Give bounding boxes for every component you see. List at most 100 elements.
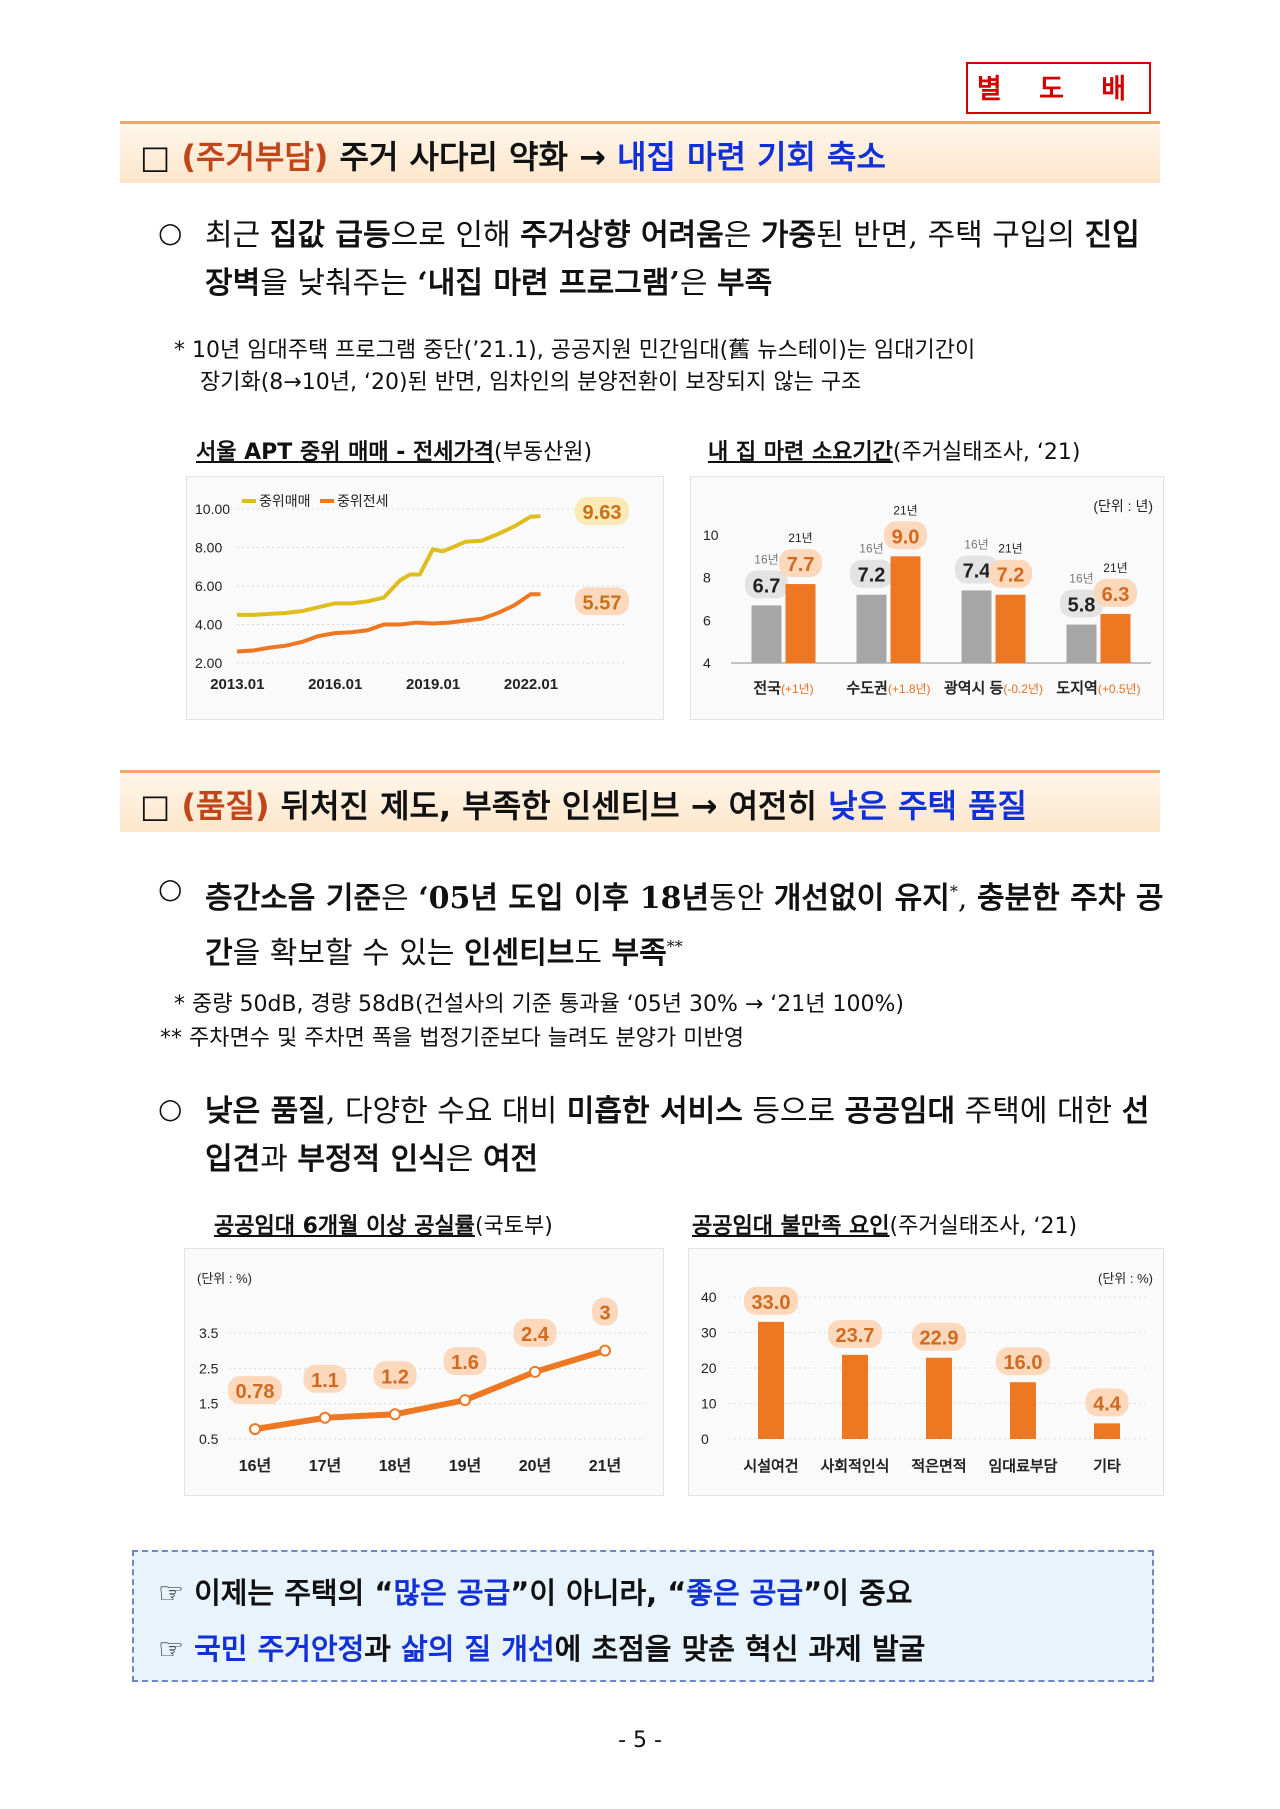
bullet-paragraph: 최근 집값 급등으로 인해 주거상향 어려움은 가중된 반면, 주택 구입의 진… — [205, 218, 1140, 301]
bar — [842, 1354, 868, 1439]
bullet-mark: ○ — [158, 1092, 183, 1125]
data-point — [389, 1408, 401, 1421]
x-tick-label: 17년 — [309, 1456, 342, 1475]
y-tick-label: 0 — [701, 1431, 709, 1447]
y-tick-label: 0.5 — [199, 1431, 219, 1447]
data-value-label: 1.2 — [381, 1366, 409, 1388]
bar — [926, 1357, 952, 1439]
data-value-label: 1.6 — [451, 1352, 479, 1374]
category-label: 도지역(+0.5년) — [1056, 680, 1140, 697]
series-line-중위전세 — [236, 592, 541, 654]
section-label: (품질) — [181, 787, 270, 825]
bar-21년 — [785, 584, 816, 663]
bar-16년 — [751, 605, 782, 663]
y-tick-label: 2.00 — [195, 655, 222, 671]
y-tick-label: 20 — [701, 1360, 717, 1376]
bar-value-label: 4.4 — [1093, 1393, 1122, 1415]
y-tick-label: 40 — [701, 1289, 717, 1305]
series-year-label: 21년 — [1103, 561, 1127, 575]
bar — [758, 1321, 784, 1439]
data-value-label-bg — [228, 1376, 282, 1405]
vacancy-line-chart-svg: (단위 : %) 3.5 2.5 1.5 0.5 0.78 16년 1.1 17년 1.2 18년 1… — [197, 1271, 645, 1475]
y-tick-label: 10 — [703, 527, 719, 543]
category-label: 광역시 등(-0.2년) — [944, 679, 1043, 697]
category-label: 사회적인식 — [820, 1457, 889, 1475]
series-year-label: 21년 — [788, 531, 812, 545]
legend-label: 중위전세 — [337, 493, 389, 509]
bar-value-label: 7.2 — [997, 565, 1025, 587]
y-tick-label: 1.5 — [199, 1396, 219, 1412]
end-value-label: 9.63 — [583, 502, 622, 524]
x-tick-label: 2019.01 — [406, 676, 460, 693]
footnote: * 10년 임대주택 프로그램 중단(’21.1), 공공지원 민간임대(舊 뉴… — [174, 338, 976, 363]
bar-16년 — [856, 594, 887, 663]
bar-value-label-bg — [1094, 578, 1137, 607]
bullet-paragraph: 낮은 품질, 다양한 수요 대비 미흡한 서비스 등으로 공공임대 주택에 대한… — [205, 1094, 1150, 1177]
chart-title: 공공임대 6개월 이상 공실률(국토부) — [214, 1214, 553, 1239]
data-value-label: 2.4 — [521, 1324, 550, 1346]
category-label: 수도권(+1.8년) — [846, 679, 930, 697]
bar — [1094, 1423, 1120, 1439]
data-value-label: 3 — [599, 1303, 610, 1325]
bar-value-label-bg — [744, 1286, 798, 1315]
vacancy-line — [254, 1347, 606, 1433]
end-value-label-bg — [575, 497, 629, 526]
footnote: * 중량 50dB, 경량 58dB(건설사의 기준 통과율 ‘05년 30% … — [174, 992, 904, 1017]
dissatisfaction-bar-chart: (단위 : %) 40 30 20 10 0 33.0 시설여건 23.7 사회적인식 22.9 적은… — [688, 1248, 1164, 1496]
data-value-label-bg — [592, 1297, 618, 1326]
y-tick-label: 6 — [703, 612, 711, 628]
bar-value-label-bg — [1060, 589, 1103, 618]
y-tick-label: 30 — [701, 1325, 717, 1341]
chart-title: 내 집 마련 소요기간(주거실태조사, ‘21) — [708, 440, 1081, 465]
section-title-text: 뒤처진 제도, 부족한 인센티브 → 여전히 — [269, 787, 829, 825]
category-label: 기타 — [1093, 1458, 1121, 1475]
footnote: ** 주차면수 및 주차면 폭을 법정기준보다 늘려도 분양가 미반영 — [160, 1026, 744, 1051]
y-tick-label: 4.00 — [195, 617, 222, 633]
section-label: (주거부담) — [181, 138, 329, 176]
y-tick-label: 10.00 — [195, 501, 230, 517]
bar-value-label: 7.2 — [858, 565, 886, 587]
y-tick-label: 6.00 — [195, 578, 222, 594]
unit-label: (단위 : %) — [197, 1271, 252, 1286]
bar-value-label: 5.8 — [1068, 595, 1096, 617]
price-line-chart-svg: 10.00 8.00 6.00 4.00 2.00 2013.01 2016.01 2019.… — [195, 493, 629, 693]
legend-label: 중위매매 — [259, 493, 311, 509]
bar-value-label-bg — [745, 570, 788, 599]
data-value-label-bg — [513, 1318, 557, 1347]
bar-16년 — [961, 590, 992, 663]
data-value-label-bg — [443, 1347, 487, 1376]
summary-line-1: ☞ 이제는 주택의 “많은 공급”이 아니라, “좋은 공급”이 중요 — [158, 1576, 913, 1610]
years-bar-chart-svg: (단위 : 년) 10 8 6 4 16년 6.7 21년 7.7 전국(+1년) 16년 7.2 21… — [703, 498, 1153, 697]
bar-value-label-bg — [779, 549, 822, 578]
y-tick-label: 10 — [701, 1396, 717, 1412]
x-tick-label: 20년 — [519, 1456, 552, 1475]
y-tick-label: 8.00 — [195, 540, 222, 556]
bar-value-label: 9.0 — [892, 526, 920, 548]
series-year-label: 21년 — [893, 503, 917, 517]
y-tick-label: 3.5 — [199, 1325, 219, 1341]
years-bar-chart: (단위 : 년) 10 8 6 4 16년 6.7 21년 7.7 전국(+1년) 16년 7.2 21… — [690, 476, 1164, 720]
data-value-label-bg — [303, 1364, 347, 1393]
bar-value-label-bg — [996, 1347, 1050, 1376]
bar-21년 — [1100, 613, 1131, 663]
section-highlight: 내집 마련 기회 축소 — [617, 138, 886, 176]
unit-label: (단위 : %) — [1098, 1271, 1153, 1286]
x-tick-label: 18년 — [379, 1456, 412, 1475]
chart-title: 서울 APT 중위 매매 - 전세가격(부동산원) — [196, 440, 593, 465]
category-label: 임대료부담 — [988, 1457, 1057, 1475]
series-line-중위매매 — [237, 514, 541, 617]
summary-box: ☞ 이제는 주택의 “많은 공급”이 아니라, “좋은 공급”이 중요 ☞ 국민… — [132, 1550, 1154, 1682]
page-number: - 5 - — [618, 1728, 662, 1753]
bar-value-label: 33.0 — [752, 1292, 791, 1314]
bar-value-label-bg — [850, 559, 893, 588]
pointing-hand-icon: ☞ — [158, 1632, 184, 1666]
bar — [1010, 1382, 1036, 1439]
bullet-mark: ○ — [158, 872, 183, 905]
unit-label: (단위 : 년) — [1093, 498, 1153, 514]
data-point — [529, 1365, 541, 1378]
x-tick-label: 2013.01 — [210, 676, 264, 693]
end-value-label-bg — [575, 587, 629, 616]
vacancy-line-chart: (단위 : %) 3.5 2.5 1.5 0.5 0.78 16년 1.1 17년 1.2 18년 1… — [184, 1248, 664, 1496]
distribution-tag: 별 도 배 포 — [966, 62, 1151, 157]
footnote: 장기화(8→10년, ‘20)된 반면, 임차인의 분양전환이 보장되지 않는 … — [200, 370, 862, 395]
